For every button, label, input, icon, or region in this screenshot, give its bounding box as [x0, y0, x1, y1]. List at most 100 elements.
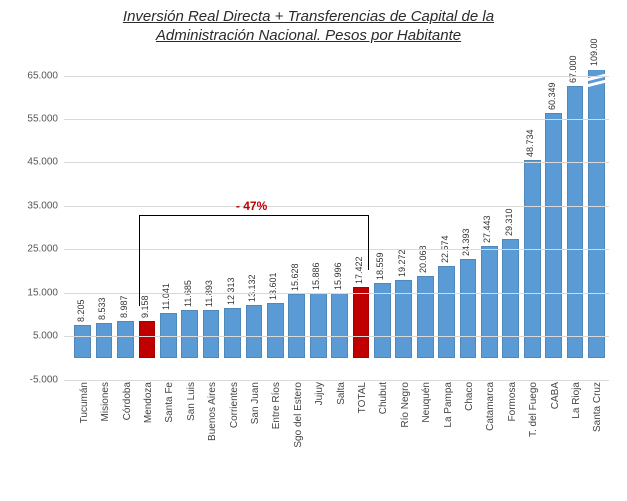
bar: 27.443: [481, 246, 498, 357]
x-tick-label: Catamarca: [485, 382, 496, 431]
x-tick-slot: San Juan: [243, 380, 264, 470]
grid-line: [64, 162, 609, 163]
bar-value-label: 60.349: [547, 82, 557, 110]
annotation-bracket-horizontal: [139, 215, 370, 217]
y-tick-label: 45.000: [27, 157, 64, 168]
bar: 11.685: [181, 310, 198, 357]
bar-value-label: 8.987: [119, 296, 129, 319]
bar-slot: 48.734: [522, 50, 543, 358]
grid-line: [64, 119, 609, 120]
bar: 24.393: [460, 259, 477, 358]
x-tick-slot: Córdoba: [115, 380, 136, 470]
x-tick-slot: Santa Fe: [158, 380, 179, 470]
x-tick-label: La Pampa: [443, 382, 454, 428]
x-tick-slot: Entre Ríos: [265, 380, 286, 470]
x-tick-slot: Catamarca: [479, 380, 500, 470]
y-tick-label: 5.000: [33, 331, 64, 342]
bar: 22.574: [438, 266, 455, 358]
bar-value-label: 9.158: [140, 295, 150, 318]
bar-slot: 18.559: [372, 50, 393, 358]
bar: 18.559: [374, 283, 391, 358]
bar-value-label: 109.00: [589, 38, 599, 66]
bar-slot: 22.574: [436, 50, 457, 358]
bar: 67.000: [567, 86, 584, 358]
y-tick-label: 35.000: [27, 200, 64, 211]
x-tick-label: Córdoba: [122, 382, 133, 420]
bar-value-label: 13.132: [247, 274, 257, 302]
bars-container: 8.2058.5338.9879.15811.04111.68511.89312…: [72, 50, 607, 358]
bar-value-label: 48.734: [525, 130, 535, 158]
x-tick-label: Chaco: [464, 382, 475, 411]
plot-area: 8.2058.5338.9879.15811.04111.68511.89312…: [8, 50, 609, 470]
bar-value-label: 8.205: [76, 299, 86, 322]
chart-container: Inversión Real Directa + Transferencias …: [0, 0, 627, 501]
x-tick-label: Neuquén: [421, 382, 432, 423]
bar: 60.349: [545, 113, 562, 358]
annotation-bracket-vertical: [139, 215, 141, 307]
bar: 15.886: [310, 293, 327, 357]
bar-slot: 15.996: [329, 50, 350, 358]
grid-line: [64, 206, 609, 207]
x-tick-label: Formosa: [507, 382, 518, 421]
x-tick-slot: TOTAL: [350, 380, 371, 470]
bar-slot: 27.443: [479, 50, 500, 358]
x-tick-label: Buenos Aires: [207, 382, 218, 441]
y-tick-label: 65.000: [27, 70, 64, 81]
x-tick-slot: Río Negro: [393, 380, 414, 470]
bar-slot: 8.205: [72, 50, 93, 358]
bar-value-label: 17.422: [354, 257, 364, 285]
x-tick-label: La Rioja: [571, 382, 582, 419]
bar-value-label: 67.000: [568, 55, 578, 83]
x-tick-label: Chubut: [378, 382, 389, 414]
x-tick-slot: La Rioja: [564, 380, 585, 470]
x-tick-slot: CABA: [543, 380, 564, 470]
bar: 17.422: [353, 287, 370, 358]
x-tick-label: T. del Fuego: [528, 382, 539, 437]
bar-slot: 60.349: [543, 50, 564, 358]
x-tick-label: Santa Fe: [164, 382, 175, 423]
x-tick-label: Corrientes: [229, 382, 240, 428]
bar-value-label: 24.393: [461, 228, 471, 256]
bar-value-label: 19.272: [397, 249, 407, 277]
bar: 15.996: [331, 293, 348, 358]
y-tick-label: 25.000: [27, 244, 64, 255]
x-tick-label: Tucumán: [79, 382, 90, 423]
bar-slot: 15.886: [307, 50, 328, 358]
x-tick-slot: Neuquén: [415, 380, 436, 470]
bar-slot: 8.987: [115, 50, 136, 358]
x-tick-label: Jujuy: [314, 382, 325, 405]
bar-value-label: 13.601: [268, 272, 278, 300]
bar-slot: 109.00: [586, 50, 607, 358]
x-tick-label: San Luis: [186, 382, 197, 421]
bar-slot: 11.685: [179, 50, 200, 358]
bar: 15.628: [288, 294, 305, 357]
bar: 12.313: [224, 308, 241, 358]
x-tick-slot: Mendoza: [136, 380, 157, 470]
bar: 109.00: [588, 70, 605, 358]
x-tick-label: Santa Cruz: [592, 382, 603, 432]
bar-slot: 24.393: [457, 50, 478, 358]
axis-area: 8.2058.5338.9879.15811.04111.68511.89312…: [64, 50, 609, 380]
bar-slot: 11.893: [200, 50, 221, 358]
x-tick-slot: La Pampa: [436, 380, 457, 470]
x-tick-slot: San Luis: [179, 380, 200, 470]
bar-value-label: 11.041: [161, 283, 171, 310]
bar-slot: 9.158: [136, 50, 157, 358]
grid-line: [64, 76, 609, 77]
bar-slot: 67.000: [564, 50, 585, 358]
x-tick-label: Entre Ríos: [271, 382, 282, 429]
bar: 13.132: [246, 305, 263, 358]
x-tick-label: CABA: [550, 382, 561, 409]
x-tick-label: Misiones: [100, 382, 111, 421]
bar-value-label: 11.685: [183, 281, 193, 308]
bar-value-label: 8.533: [97, 298, 107, 321]
bar-value-label: 15.886: [311, 263, 321, 291]
bar-value-label: 29.310: [504, 208, 514, 236]
annotation-bracket-vertical: [368, 215, 370, 271]
y-tick-label: -5.000: [30, 374, 64, 385]
bar: 29.310: [502, 239, 519, 358]
bar-slot: 13.601: [265, 50, 286, 358]
bar: 20.068: [417, 276, 434, 357]
x-tick-label: San Juan: [250, 382, 261, 424]
annotation-label: - 47%: [236, 199, 267, 213]
